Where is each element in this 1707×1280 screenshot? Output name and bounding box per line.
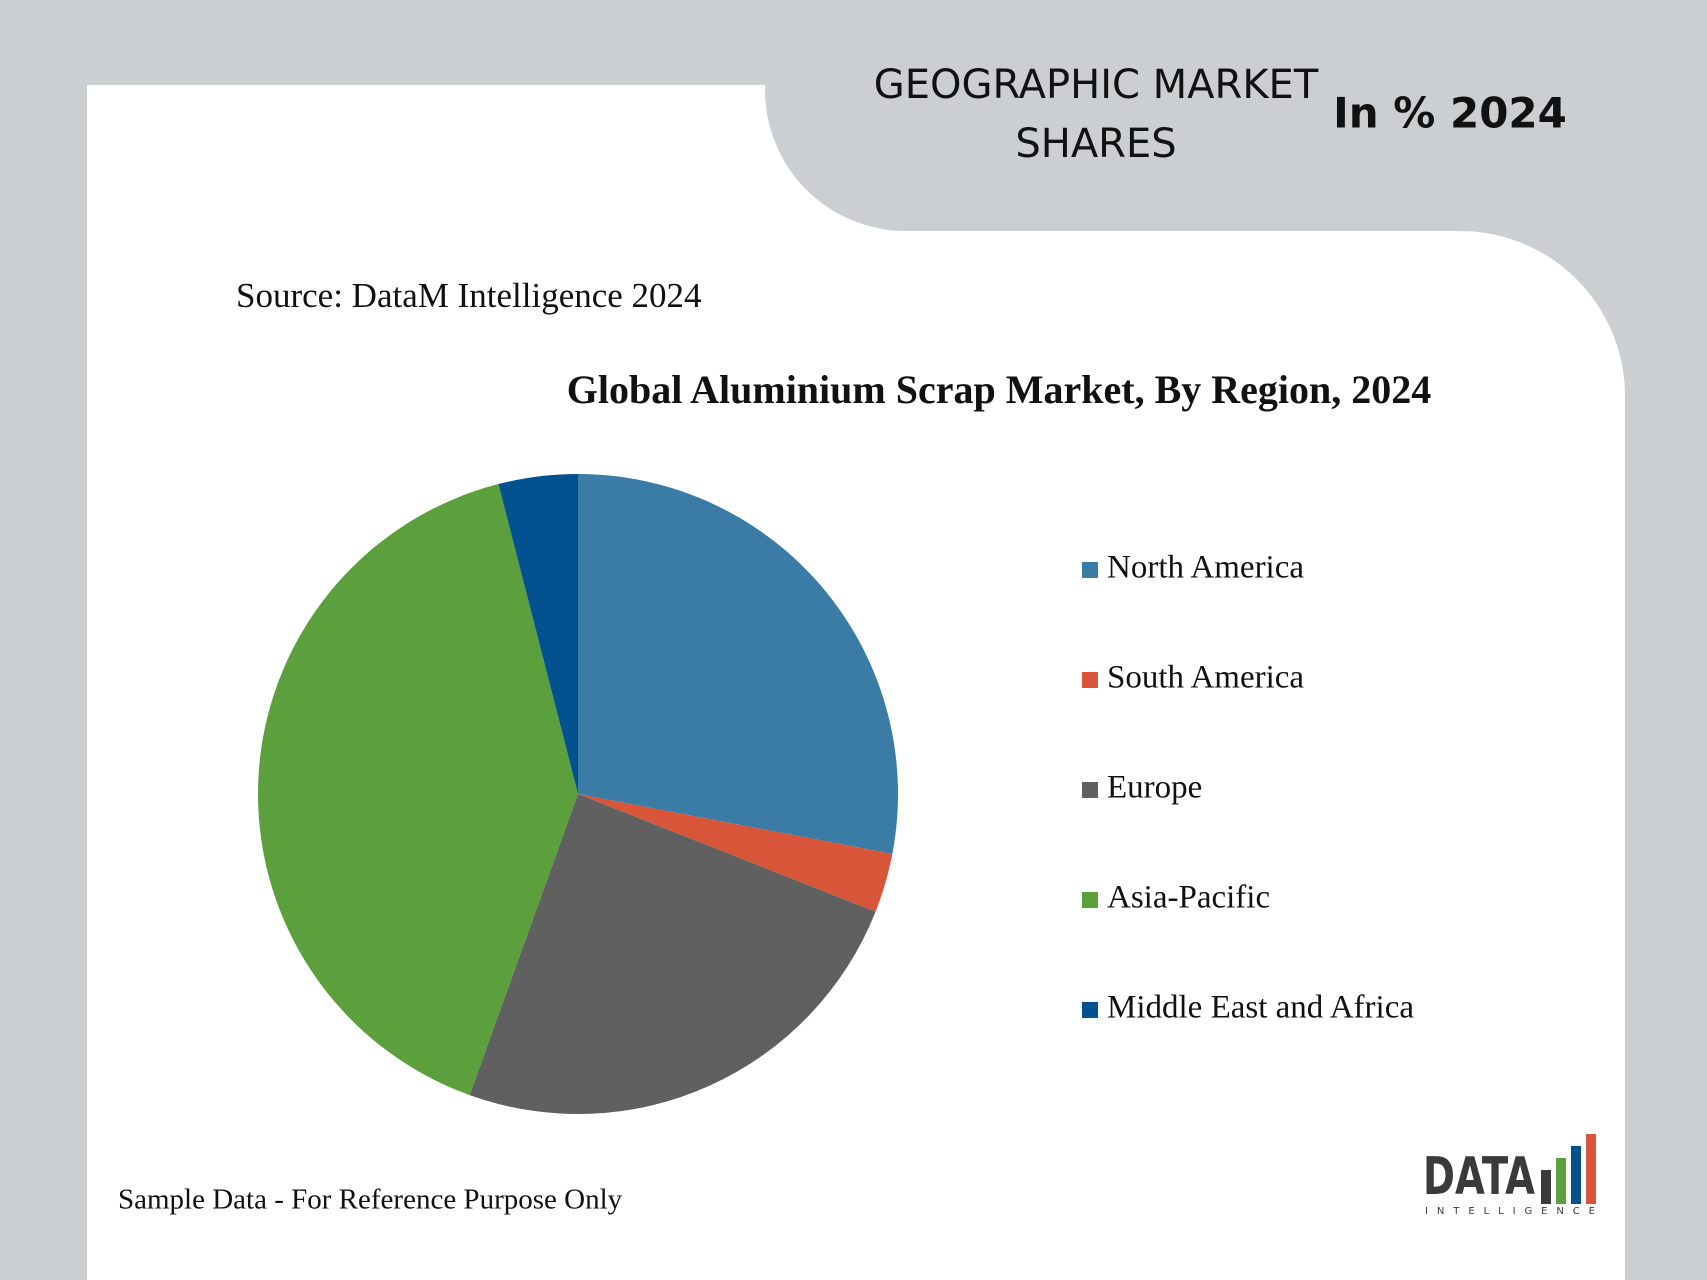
legend-label: Middle East and Africa	[1107, 990, 1414, 1026]
legend-swatch	[1082, 672, 1098, 688]
legend-label: South America	[1107, 660, 1304, 696]
legend-label: Europe	[1107, 770, 1202, 806]
pie-slice	[469, 794, 876, 1114]
source: Source: DataM Intelligence 2024	[236, 276, 702, 315]
logo-bar	[1571, 1146, 1581, 1204]
logo-bar	[1556, 1158, 1566, 1204]
legend-swatch	[1082, 1002, 1098, 1018]
pie-slice	[258, 484, 578, 1096]
legend-swatch	[1082, 782, 1098, 798]
legend-swatch	[1082, 892, 1098, 908]
pie-slice	[578, 474, 898, 854]
legend-label: North America	[1107, 550, 1304, 586]
legend-label: Asia-Pacific	[1107, 880, 1270, 916]
header-line: GEOGRAPHIC MARKET	[874, 62, 1319, 108]
pie-slice	[578, 794, 893, 912]
header-line: SHARES	[1015, 121, 1176, 167]
logo-bar	[1541, 1170, 1551, 1204]
badge: In % 2024	[1333, 89, 1567, 138]
footer: Sample Data - For Reference Purpose Only	[118, 1184, 623, 1216]
logo-bar	[1586, 1134, 1596, 1204]
logo-name: DATA	[1423, 1147, 1535, 1207]
pie-slice	[498, 474, 578, 794]
chart-title: Global Aluminium Scrap Market, By Region…	[567, 367, 1432, 412]
legend-swatch	[1082, 562, 1098, 578]
